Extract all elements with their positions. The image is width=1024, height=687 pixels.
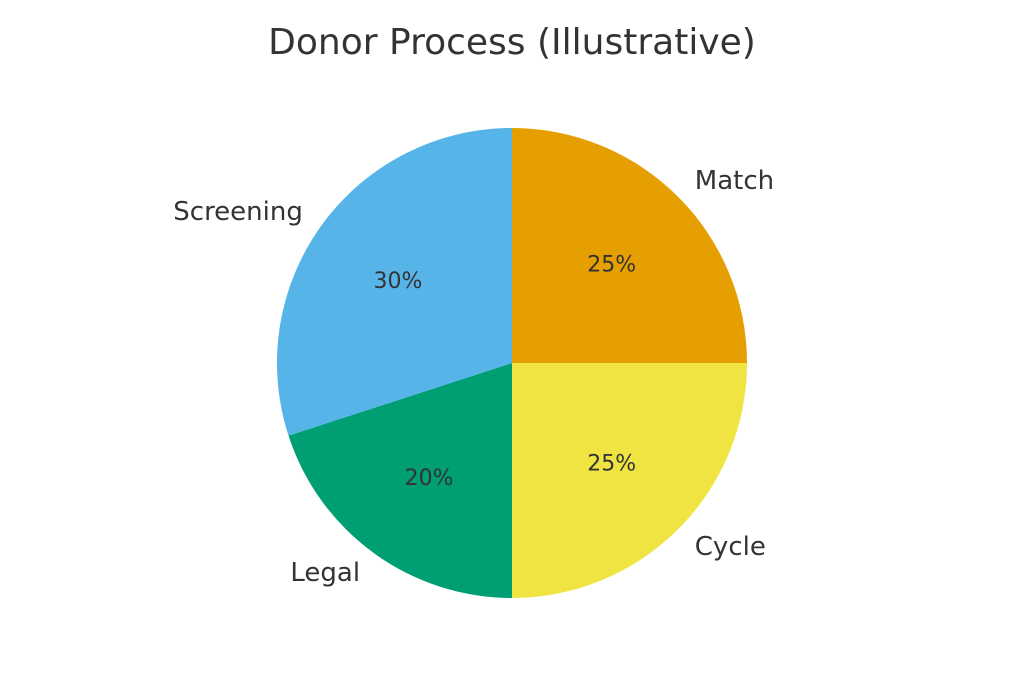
slice-percent-label: 30% (373, 269, 422, 294)
slice-label: Screening (173, 197, 303, 227)
slice-label: Legal (290, 558, 360, 588)
pie-slice-match (512, 128, 747, 363)
slice-percent-label: 25% (587, 452, 636, 477)
pie-slice-cycle (512, 363, 747, 598)
chart-title: Donor Process (Illustrative) (268, 22, 756, 63)
slice-label: Match (695, 166, 774, 196)
pie-slice-screening (276, 128, 512, 436)
pie-slice-legal (288, 363, 512, 598)
slice-label: Cycle (695, 532, 766, 562)
slice-percent-label: 25% (587, 252, 636, 277)
slice-percent-label: 20% (405, 466, 454, 491)
